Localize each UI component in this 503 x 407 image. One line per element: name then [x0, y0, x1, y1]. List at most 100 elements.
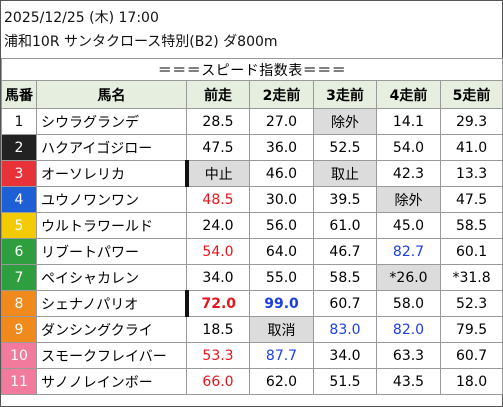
horse-number: 6	[1, 238, 37, 265]
speed-index: 取消	[249, 316, 314, 343]
speed-index: 46.7	[313, 238, 377, 265]
horse-name: リブートパワー	[36, 238, 187, 265]
speed-index: 60.7	[439, 342, 503, 369]
speed-index: 82.0	[376, 316, 441, 343]
speed-index: 41.0	[439, 134, 503, 161]
speed-index: 42.3	[376, 160, 441, 187]
horse-name: シウラグランデ	[36, 108, 187, 135]
table-row: 10 スモークフレイバー 53.3 87.7 34.0 63.3 60.7	[1, 342, 503, 369]
table-title: ＝＝＝スピード指数表＝＝＝	[0, 58, 503, 81]
speed-index: 中止	[184, 160, 250, 187]
horse-number: 3	[1, 160, 37, 187]
speed-index: 58.5	[439, 212, 503, 239]
speed-index: 28.5	[186, 108, 250, 135]
speed-index: 56.0	[249, 212, 314, 239]
horse-name: オーソレリカ	[36, 160, 187, 187]
speed-index: 82.7	[376, 238, 441, 265]
horse-number: 10	[1, 342, 37, 369]
race-date: 2025/12/25 (木) 17:00	[4, 10, 159, 26]
horse-name: スモークフレイバー	[36, 342, 187, 369]
column-header: 4走前	[376, 80, 441, 109]
column-header: 前走	[186, 80, 250, 109]
speed-index: 64.0	[249, 238, 314, 265]
speed-index: 46.0	[249, 160, 314, 187]
speed-index: 47.5	[186, 134, 250, 161]
column-header: 馬名	[36, 80, 187, 109]
speed-index: 29.3	[439, 108, 503, 135]
speed-index: 45.0	[376, 212, 441, 239]
horse-number: 1	[1, 108, 37, 135]
speed-index: 55.0	[249, 264, 314, 291]
speed-index: 62.0	[249, 368, 314, 395]
speed-index: 24.0	[186, 212, 250, 239]
speed-index: 60.1	[439, 238, 503, 265]
horse-name: ダンシングクライ	[36, 316, 187, 343]
speed-index: 53.3	[186, 342, 250, 369]
horse-name: シェナノパリオ	[36, 290, 187, 317]
table-row: 11 サノノレインボー 66.0 62.0 51.5 43.5 18.0	[1, 368, 503, 395]
speed-index: 54.0	[186, 238, 250, 265]
speed-index: 18.0	[439, 368, 503, 395]
speed-index: 63.3	[376, 342, 441, 369]
speed-index: 除外	[313, 108, 377, 135]
speed-index: 54.0	[376, 134, 441, 161]
horse-name: ハクアイゴジロー	[36, 134, 187, 161]
speed-index: 52.3	[439, 290, 503, 317]
speed-index: 60.7	[313, 290, 377, 317]
horse-number: 9	[1, 316, 37, 343]
table-row: 8 シェナノパリオ 72.0 99.0 60.7 58.0 52.3	[1, 290, 503, 317]
table-row: 2 ハクアイゴジロー 47.5 36.0 52.5 54.0 41.0	[1, 134, 503, 161]
speed-index: 83.0	[313, 316, 377, 343]
speed-index: 13.3	[439, 160, 503, 187]
speed-index: 除外	[376, 186, 441, 213]
horse-name: サノノレインボー	[36, 368, 187, 395]
table-row: 6 リブートパワー 54.0 64.0 46.7 82.7 60.1	[1, 238, 503, 265]
column-header: 5走前	[439, 80, 503, 109]
table-row: 7 ペイシャカレン 34.0 55.0 58.5 *26.0 *31.8	[1, 264, 503, 291]
speed-index: 18.5	[186, 316, 250, 343]
speed-index: 43.5	[376, 368, 441, 395]
horse-number: 11	[1, 368, 37, 395]
speed-index: 72.0	[184, 290, 250, 317]
table-row: 9 ダンシングクライ 18.5 取消 83.0 82.0 79.5	[1, 316, 503, 343]
horse-name: ユウノワンワン	[36, 186, 187, 213]
horse-number: 8	[1, 290, 37, 317]
speed-index: 取止	[313, 160, 377, 187]
speed-index: 34.0	[186, 264, 250, 291]
horse-number: 2	[1, 134, 37, 161]
column-header: 2走前	[249, 80, 314, 109]
speed-index: 58.0	[376, 290, 441, 317]
speed-index: *26.0	[376, 264, 441, 291]
speed-index: 48.5	[186, 186, 250, 213]
column-header: 3走前	[313, 80, 377, 109]
table-row: 1 シウラグランデ 28.5 27.0 除外 14.1 29.3	[1, 108, 503, 135]
table-row: 3 オーソレリカ 中止 46.0 取止 42.3 13.3	[1, 160, 503, 187]
speed-index: 27.0	[249, 108, 314, 135]
column-header: 馬番	[1, 80, 37, 109]
speed-index: 66.0	[186, 368, 250, 395]
horse-number: 4	[1, 186, 37, 213]
speed-index: 58.5	[313, 264, 377, 291]
table-row: 4 ユウノワンワン 48.5 30.0 39.5 除外 47.5	[1, 186, 503, 213]
horse-name: ウルトラワールド	[36, 212, 187, 239]
speed-index: 51.5	[313, 368, 377, 395]
speed-index: 47.5	[439, 186, 503, 213]
speed-index: 61.0	[313, 212, 377, 239]
speed-index: 79.5	[439, 316, 503, 343]
horse-number: 7	[1, 264, 37, 291]
speed-index: 36.0	[249, 134, 314, 161]
horse-number: 5	[1, 212, 37, 239]
speed-index: 30.0	[249, 186, 314, 213]
speed-index: 52.5	[313, 134, 377, 161]
speed-index: *31.8	[439, 264, 503, 291]
race-name: 浦和10R サンタクロース特別(B2) ダ800m	[4, 34, 278, 50]
speed-index: 34.0	[313, 342, 377, 369]
speed-index: 14.1	[376, 108, 441, 135]
speed-index: 99.0	[249, 290, 314, 317]
speed-index: 87.7	[249, 342, 314, 369]
table-row: 5 ウルトラワールド 24.0 56.0 61.0 45.0 58.5	[1, 212, 503, 239]
horse-name: ペイシャカレン	[36, 264, 187, 291]
speed-index-table: ＝＝＝スピード指数表＝＝＝ 馬番 馬名 前走 2走前 3走前 4走前 5走前 1 シウラグラン…	[0, 58, 503, 395]
speed-index: 39.5	[313, 186, 377, 213]
